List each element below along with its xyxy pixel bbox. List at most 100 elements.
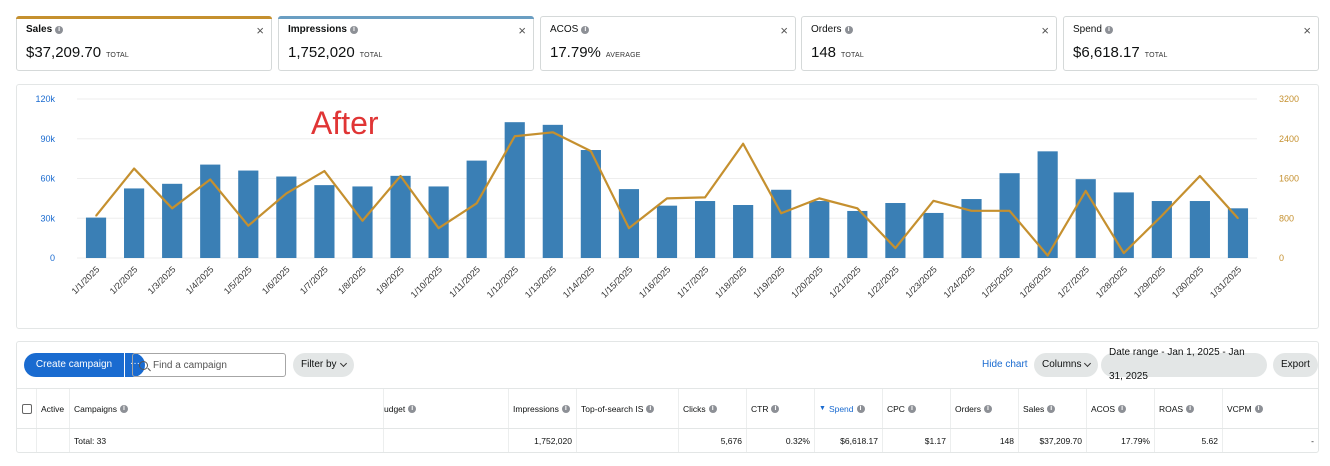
close-icon[interactable]: × bbox=[1041, 23, 1049, 38]
line-point bbox=[856, 207, 859, 210]
x-tick-label: 1/27/2025 bbox=[1056, 264, 1091, 299]
info-icon: i bbox=[771, 404, 780, 413]
metric-label-row: Impressions i bbox=[288, 24, 524, 35]
line-point bbox=[475, 202, 478, 205]
line-point bbox=[209, 178, 212, 181]
header-vcpm[interactable]: VCPM i bbox=[1223, 389, 1318, 428]
metric-card-sales[interactable]: Sales i $37,209.70 TOTAL × bbox=[16, 16, 272, 71]
close-icon[interactable]: × bbox=[1303, 23, 1311, 38]
bar bbox=[1151, 201, 1172, 258]
line-point bbox=[742, 142, 744, 145]
header-budget[interactable]: udget i bbox=[384, 389, 509, 428]
filter-by-button[interactable]: Filter by bbox=[293, 353, 354, 377]
line-point bbox=[894, 247, 897, 249]
x-tick-label: 1/6/2025 bbox=[260, 264, 292, 296]
bar bbox=[85, 217, 107, 258]
header-cpc[interactable]: CPC i bbox=[883, 389, 951, 428]
line-point bbox=[1008, 209, 1011, 212]
table-header-row: Active Campaigns i udget i Impressions i To… bbox=[17, 388, 1318, 428]
x-tick-label: 1/24/2025 bbox=[942, 264, 977, 299]
total-row: Total: 33 1,752,020 5,676 0.32% $6,618.1… bbox=[17, 428, 1318, 452]
bar bbox=[771, 189, 792, 258]
x-tick-label: 1/26/2025 bbox=[1018, 264, 1053, 299]
total-budget bbox=[384, 429, 509, 452]
close-icon[interactable]: × bbox=[518, 23, 526, 38]
header-acos[interactable]: ACOS i bbox=[1087, 389, 1155, 428]
header-active[interactable]: Active bbox=[37, 389, 70, 428]
y-right-tick-label: 3200 bbox=[1279, 94, 1299, 104]
line-point bbox=[323, 170, 326, 172]
info-icon: i bbox=[1254, 404, 1263, 413]
metric-value-row: 148 TOTAL bbox=[811, 44, 1047, 61]
select-all-cell bbox=[17, 389, 37, 428]
header-ctr[interactable]: CTR i bbox=[747, 389, 815, 428]
select-all-checkbox[interactable] bbox=[21, 403, 32, 414]
export-button[interactable]: Export bbox=[1273, 353, 1318, 377]
x-tick-label: 1/4/2025 bbox=[184, 264, 216, 296]
metric-label: Impressions bbox=[288, 24, 347, 35]
metric-label: Orders bbox=[811, 24, 842, 35]
search-box[interactable] bbox=[132, 353, 286, 377]
line-point bbox=[1122, 252, 1125, 254]
line-point bbox=[552, 131, 554, 134]
info-icon: i bbox=[120, 404, 128, 413]
create-campaign-button[interactable]: Create campaign bbox=[24, 353, 124, 377]
bar bbox=[428, 186, 449, 258]
line-point bbox=[1084, 190, 1087, 192]
columns-button[interactable]: Columns bbox=[1034, 353, 1099, 377]
metric-card-acos[interactable]: ACOS i 17.79% AVERAGE × bbox=[540, 16, 796, 71]
total-active-cell bbox=[37, 429, 70, 452]
hide-chart-link[interactable]: Hide chart bbox=[982, 359, 1028, 370]
sort-descending-icon: ▼ bbox=[819, 405, 826, 412]
bar bbox=[847, 210, 868, 258]
header-campaigns[interactable]: Campaigns i bbox=[70, 389, 384, 428]
bar bbox=[961, 199, 982, 258]
metric-accent-bar bbox=[16, 16, 272, 19]
metric-accent-bar bbox=[278, 16, 534, 19]
line-point bbox=[1046, 254, 1049, 257]
columns-label: Columns bbox=[1042, 359, 1082, 370]
date-range-button[interactable]: Date range - Jan 1, 2025 - Jan 31, 2025 bbox=[1101, 347, 1267, 382]
line-point bbox=[399, 175, 402, 177]
y-right-tick-label: 0 bbox=[1279, 253, 1284, 263]
line-point bbox=[970, 209, 973, 212]
info-icon: i bbox=[983, 404, 992, 413]
header-sales[interactable]: Sales i bbox=[1019, 389, 1087, 428]
metric-value-row: 1,752,020 TOTAL bbox=[288, 44, 524, 61]
header-spend[interactable]: ▼ Spend i bbox=[815, 389, 883, 428]
bar bbox=[200, 164, 221, 258]
total-sales: $37,209.70 bbox=[1019, 429, 1087, 452]
header-orders[interactable]: Orders i bbox=[951, 389, 1019, 428]
metric-card-spend[interactable]: Spend i $6,618.17 TOTAL × bbox=[1063, 16, 1319, 71]
metric-card-impressions[interactable]: Impressions i 1,752,020 TOTAL × bbox=[278, 16, 534, 71]
info-icon: i bbox=[408, 404, 417, 413]
line-point bbox=[590, 150, 592, 152]
header-clicks[interactable]: Clicks i bbox=[679, 389, 747, 428]
bar bbox=[999, 173, 1020, 258]
x-tick-label: 1/16/2025 bbox=[637, 264, 672, 299]
after-annotation: After bbox=[311, 105, 379, 141]
bar bbox=[238, 170, 259, 258]
bar bbox=[314, 185, 335, 258]
header-roas[interactable]: ROAS i bbox=[1155, 389, 1223, 428]
line-point bbox=[818, 197, 821, 200]
y-right-tick-label: 2400 bbox=[1279, 134, 1299, 144]
close-icon[interactable]: × bbox=[780, 23, 788, 38]
header-impressions[interactable]: Impressions i bbox=[509, 389, 577, 428]
x-tick-label: 1/5/2025 bbox=[222, 264, 254, 296]
line-point bbox=[666, 197, 668, 200]
create-campaign-more-button[interactable]: ··· bbox=[125, 353, 145, 377]
close-icon[interactable]: × bbox=[256, 23, 264, 38]
metric-label-row: Orders i bbox=[811, 24, 1047, 35]
header-top-of-search-is[interactable]: Top-of-search IS i bbox=[577, 389, 679, 428]
metric-label-row: ACOS i bbox=[550, 24, 786, 35]
bar bbox=[923, 212, 944, 258]
info-icon: i bbox=[1047, 404, 1056, 413]
line-point bbox=[704, 196, 706, 199]
metric-card-orders[interactable]: Orders i 148 TOTAL × bbox=[801, 16, 1057, 71]
search-input[interactable] bbox=[153, 359, 273, 371]
info-icon: i bbox=[561, 404, 570, 413]
total-ctr: 0.32% bbox=[747, 429, 815, 452]
bar bbox=[1227, 208, 1249, 258]
y-right-tick-label: 800 bbox=[1279, 213, 1294, 223]
